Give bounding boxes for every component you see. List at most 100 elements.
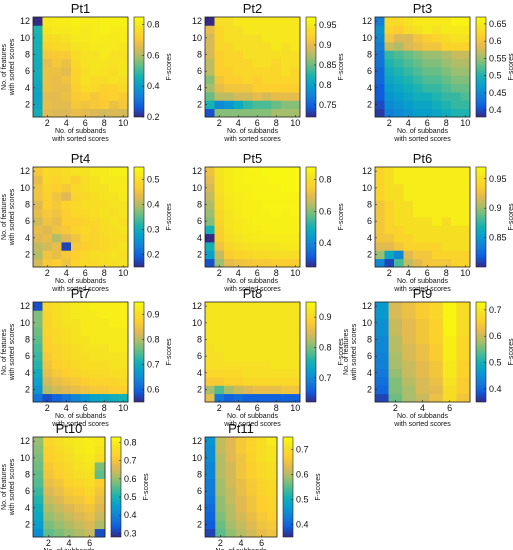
heatmap-cell xyxy=(384,58,395,68)
heatmap-cell xyxy=(384,217,395,226)
heatmap-cell xyxy=(403,183,414,193)
heatmap-cell xyxy=(74,528,85,538)
heatmap-cell xyxy=(266,462,278,471)
heatmap-cell xyxy=(432,242,442,251)
heatmap-cell xyxy=(271,167,282,176)
heatmap-cell xyxy=(80,25,91,35)
heatmap-cell xyxy=(205,50,215,60)
heatmap-cell xyxy=(233,42,244,51)
x-axis-label: No. of subbands xyxy=(55,278,106,285)
heatmap-cell xyxy=(429,327,444,336)
heatmap-cell xyxy=(224,393,234,403)
heatmap-cell xyxy=(256,487,268,496)
heatmap-cell xyxy=(281,242,291,251)
heatmap-cell xyxy=(243,183,253,193)
colorbar xyxy=(133,301,145,403)
heatmap-cell xyxy=(394,50,404,60)
heatmap-cell xyxy=(402,302,417,311)
heatmap-cell xyxy=(281,250,291,260)
heatmap-cell xyxy=(61,67,72,76)
heatmap-cell xyxy=(290,167,301,176)
heatmap-cell xyxy=(375,250,385,260)
heatmap-cell xyxy=(63,470,75,480)
y-axis-label: No. of features xyxy=(343,329,350,375)
panel-title: Pt1 xyxy=(71,1,91,16)
heatmap-cell xyxy=(271,233,282,243)
colorbar-label: F-scores xyxy=(166,203,173,231)
x-tick-label: 10 xyxy=(290,403,300,413)
heatmap-cell xyxy=(281,25,291,35)
heatmap-cell xyxy=(80,327,91,336)
colorbar-tick-label: 0.6 xyxy=(489,36,502,46)
heatmap-cell xyxy=(71,233,81,243)
heatmap-cell xyxy=(451,50,461,60)
y-tick-label: 6 xyxy=(197,66,202,76)
heatmap-cell xyxy=(118,167,129,176)
y-tick-label: 4 xyxy=(367,368,372,378)
heatmap-cell xyxy=(422,25,433,35)
x-tick-label: 8 xyxy=(102,268,107,278)
heatmap-cell xyxy=(271,250,282,260)
heatmap-cell xyxy=(403,167,414,176)
heatmap-cell xyxy=(99,50,110,60)
x-axis-label: No. of subbands xyxy=(227,128,278,135)
heatmap-cell xyxy=(394,58,404,68)
heatmap-cell xyxy=(71,33,81,43)
heatmap-cell xyxy=(262,58,272,68)
heatmap-cell xyxy=(214,75,225,85)
heatmap-cell xyxy=(252,393,263,403)
heatmap-cell xyxy=(233,225,244,235)
heatmap-cell xyxy=(71,42,81,51)
heatmap-cell xyxy=(441,17,452,26)
heatmap-cell xyxy=(266,437,278,446)
heatmap-cell xyxy=(205,327,215,336)
heatmap-cell xyxy=(42,67,53,76)
heatmap-cell xyxy=(118,175,129,185)
heatmap-cell xyxy=(281,327,291,336)
x-tick-label: 8 xyxy=(274,268,279,278)
heatmap-cell xyxy=(52,352,62,361)
heatmap-cell xyxy=(403,225,414,235)
heatmap-cell xyxy=(52,250,62,260)
heatmap-cell xyxy=(375,208,385,218)
heatmap-cell xyxy=(224,33,234,43)
heatmap-cell xyxy=(271,75,282,85)
heatmap-cell xyxy=(290,377,301,386)
heatmap-cell xyxy=(224,327,234,336)
heatmap-cell xyxy=(451,25,461,35)
colorbar-tick-label: 0.9 xyxy=(319,312,332,322)
heatmap-cell xyxy=(384,25,395,35)
heatmap-cell xyxy=(42,217,53,226)
heatmap-cell xyxy=(52,167,62,176)
heatmap-cell xyxy=(42,83,53,93)
heatmap-cell xyxy=(262,167,272,176)
heatmap-cell xyxy=(252,167,263,176)
heatmap-cell xyxy=(71,343,81,353)
heatmap-cell xyxy=(215,520,226,530)
heatmap-cell xyxy=(402,335,417,345)
heatmap-cell xyxy=(441,175,452,185)
heatmap-cell xyxy=(460,167,471,176)
heatmap-cell xyxy=(441,192,452,201)
heatmap-cell xyxy=(90,217,100,226)
heatmap-cell xyxy=(243,167,253,176)
heatmap-cell xyxy=(441,167,452,176)
heatmap-cell xyxy=(42,377,53,386)
heatmap-cell xyxy=(243,17,253,26)
heatmap-cell xyxy=(61,352,72,361)
heatmap-cell xyxy=(252,377,263,386)
heatmap-cell xyxy=(375,233,385,243)
heatmap-cell xyxy=(80,217,91,226)
colorbar xyxy=(475,166,487,268)
heatmap-cell xyxy=(233,167,244,176)
heatmap-cell xyxy=(99,175,110,185)
heatmap-cell xyxy=(94,512,106,521)
heatmap-cell xyxy=(214,175,225,185)
heatmap-cell xyxy=(388,343,403,353)
heatmap-cell xyxy=(375,217,385,226)
x-tick-label: 2 xyxy=(45,118,50,128)
heatmap-cell xyxy=(384,250,395,260)
heatmap-cell xyxy=(205,453,216,463)
heatmap-cell xyxy=(225,520,237,530)
heatmap-cell xyxy=(403,108,414,118)
